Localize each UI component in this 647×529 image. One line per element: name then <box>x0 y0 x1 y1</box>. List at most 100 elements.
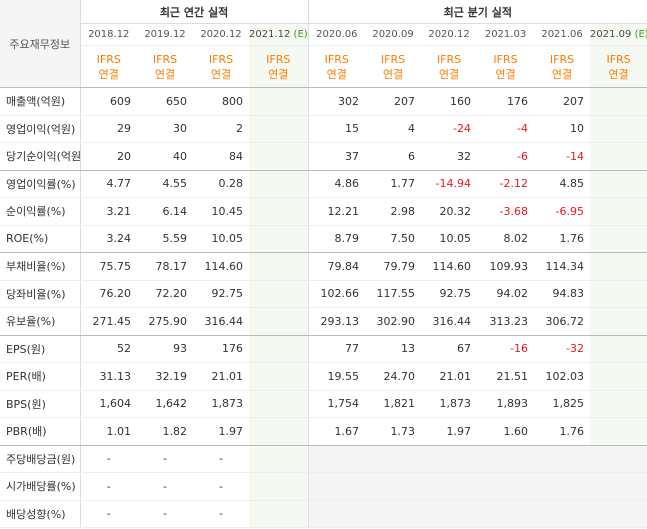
period-header-estimate: 2021.09 (E) <box>590 23 647 46</box>
consolidated-label: 연결 <box>551 67 573 81</box>
quarter-value-cell: 1,825 <box>534 390 591 418</box>
annual-value-cell <box>249 252 309 281</box>
ifrs-consolidated-badge: IFRS 연결 <box>249 45 309 88</box>
ifrs-label: IFRS <box>606 52 631 66</box>
annual-value-cell: 800 <box>193 87 249 116</box>
quarter-value-cell <box>421 500 478 528</box>
annual-value-cell: - <box>193 500 249 528</box>
annual-value-cell: 78.17 <box>137 252 193 281</box>
quarter-value-cell: 10 <box>534 115 591 143</box>
ifrs-consolidated-badge: IFRS 연결 <box>365 45 422 88</box>
annual-value-cell: 31.13 <box>80 362 137 391</box>
consolidated-label: 연결 <box>210 67 232 81</box>
quarter-value-cell: -3.68 <box>477 197 535 226</box>
annual-results-header: 최근 연간 실적 <box>80 0 309 24</box>
quarter-value-cell: 302.90 <box>365 307 422 336</box>
annual-value-cell: 176 <box>193 335 249 363</box>
quarter-value-cell: -14 <box>534 142 591 171</box>
row-label: 유보율(%) <box>0 307 81 336</box>
ifrs-label: IFRS <box>493 52 518 66</box>
period-header-estimate: 2021.12 (E) <box>249 23 309 46</box>
row-label: ROE(%) <box>0 225 81 253</box>
quarter-value-cell: 313.23 <box>477 307 535 336</box>
annual-value-cell: 84 <box>193 142 249 171</box>
row-label: 매출액(억원) <box>0 87 81 116</box>
quarter-value-cell: 4.86 <box>308 170 366 198</box>
annual-value-cell <box>249 335 309 363</box>
estimate-mark: (E) <box>634 29 647 40</box>
row-label: 순이익률(%) <box>0 197 81 226</box>
quarter-value-cell: -16 <box>477 335 535 363</box>
quarter-value-cell: 114.60 <box>421 252 478 281</box>
row-label: BPS(원) <box>0 390 81 418</box>
quarter-value-cell <box>421 472 478 501</box>
quarter-value-cell: 176 <box>477 87 535 116</box>
quarter-value-cell: 37 <box>308 142 366 171</box>
ifrs-label: IFRS <box>208 52 234 66</box>
annual-value-cell: 10.05 <box>193 225 249 253</box>
quarter-value-cell <box>308 472 366 501</box>
consolidated-label: 연결 <box>495 67 516 81</box>
annual-value-cell: 2 <box>193 115 249 143</box>
annual-value-cell: 72.20 <box>137 280 193 308</box>
annual-value-cell: - <box>137 500 193 528</box>
quarter-value-cell: 1,754 <box>308 390 366 418</box>
annual-value-cell: 6.14 <box>137 197 193 226</box>
quarter-value-cell <box>590 87 647 116</box>
quarter-value-cell: 114.34 <box>534 252 591 281</box>
annual-value-cell: 1.01 <box>80 417 137 446</box>
quarter-value-cell: -24 <box>421 115 478 143</box>
annual-value-cell <box>249 115 309 143</box>
annual-value-cell: 3.24 <box>80 225 137 253</box>
annual-value-cell <box>249 472 309 501</box>
quarter-value-cell: 94.83 <box>534 280 591 308</box>
quarter-value-cell <box>590 307 647 336</box>
row-label: 당기순이익(억원) <box>0 142 81 171</box>
quarter-value-cell: 32 <box>421 142 478 171</box>
quarter-value-cell: 1,821 <box>365 390 422 418</box>
quarter-value-cell: 102.66 <box>308 280 366 308</box>
period-header: 2020.06 <box>308 23 366 46</box>
annual-value-cell <box>249 307 309 336</box>
quarter-value-cell: 6 <box>365 142 422 171</box>
row-label: PBR(배) <box>0 417 81 446</box>
ifrs-consolidated-badge: IFRS 연결 <box>137 45 193 88</box>
annual-value-cell: 10.45 <box>193 197 249 226</box>
table-row: 당기순이익(억원) 20 40 84 37 6 32 -6 -14 <box>0 142 647 171</box>
quarter-value-cell <box>590 417 647 446</box>
table-row: 순이익률(%) 3.21 6.14 10.45 12.21 2.98 20.32 -3.68-… <box>0 197 647 226</box>
row-label: 부채비율(%) <box>0 252 81 281</box>
quarter-value-cell: -32 <box>534 335 591 363</box>
ifrs-consolidated-badge: IFRS 연결 <box>534 45 591 88</box>
ifrs-label: IFRS <box>266 52 291 66</box>
table-row: 유보율(%) 271.45 275.90 316.44 293.13 302.90 316.… <box>0 307 647 336</box>
quarter-value-cell: 79.79 <box>365 252 422 281</box>
quarter-value-cell: 19.55 <box>308 362 366 391</box>
quarter-value-cell <box>590 390 647 418</box>
annual-value-cell: 1,873 <box>193 390 249 418</box>
annual-value-cell <box>249 170 309 198</box>
table-row: PER(배) 31.13 32.19 21.01 19.55 24.70 21.01 21.5… <box>0 362 647 391</box>
annual-value-cell <box>249 390 309 418</box>
period-header: 2021.06 <box>534 23 591 46</box>
row-label: 주당배당금(원) <box>0 445 81 473</box>
table-row: BPS(원) 1,604 1,642 1,873 1,754 1,821 1,873 1,89… <box>0 390 647 418</box>
quarter-value-cell <box>590 225 647 253</box>
period-header: 2019.12 <box>137 23 193 46</box>
quarter-value-cell: 117.55 <box>365 280 422 308</box>
ifrs-consolidated-badge: IFRS 연결 <box>193 45 249 88</box>
consolidated-label: 연결 <box>326 67 347 81</box>
table-row: PBR(배) 1.01 1.82 1.97 1.67 1.73 1.97 1.60 1.76 <box>0 417 647 446</box>
quarter-value-cell: 2.98 <box>365 197 422 226</box>
quarter-value-cell: 15 <box>308 115 366 143</box>
annual-value-cell: 275.90 <box>137 307 193 336</box>
period-header: 2021.03 <box>477 23 535 46</box>
quarter-value-cell: 316.44 <box>421 307 478 336</box>
quarter-value-cell <box>534 445 591 473</box>
row-label: 시가배당률(%) <box>0 472 81 501</box>
ifrs-label: IFRS <box>96 52 121 66</box>
quarter-value-cell: 1.76 <box>534 225 591 253</box>
ifrs-label: IFRS <box>380 52 406 66</box>
annual-value-cell: 75.75 <box>80 252 137 281</box>
ifrs-label: IFRS <box>152 52 178 66</box>
